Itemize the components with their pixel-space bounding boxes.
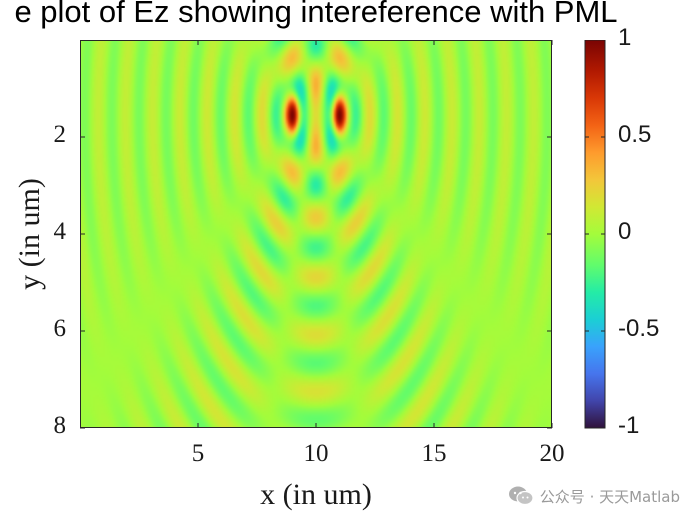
y-tick-label: 8 [53,412,67,439]
x-tick-label: 15 [421,440,447,467]
y-tick-label: 6 [53,315,67,342]
x-tick-label: 5 [191,440,205,467]
y-axis-label: y (in um) [13,178,46,290]
x-tick-label: 10 [303,440,329,467]
y-tick-marks [80,136,552,429]
x-tick-label: 20 [539,440,565,467]
colorbar-tick-label: 1 [618,24,632,51]
colorbar-tick-label: -0.5 [618,315,660,342]
chart-title: e plot of Ez showing intereference with … [14,0,618,29]
y-tick-label: 2 [53,121,67,148]
colorbar-tick-label: 0 [618,218,632,245]
wechat-icon [508,486,534,506]
x-tick-marks [197,40,553,428]
y-tick-label: 4 [53,218,67,245]
colorbar-tick-marks [585,40,605,429]
field-image [80,40,552,428]
x-axis-label: x (in um) [260,478,372,511]
heatmap-field [80,40,552,428]
colorbar-tick-label: -1 [618,412,640,439]
watermark: 公众号 · 天天Matlab [508,485,680,507]
watermark-text: 公众号 · 天天Matlab [539,487,680,506]
plot-area [80,40,606,429]
colorbar-tick-label: 0.5 [618,121,652,148]
